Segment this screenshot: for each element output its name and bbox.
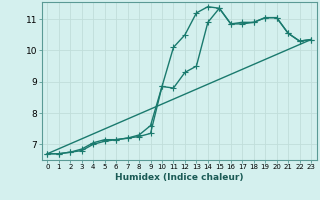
X-axis label: Humidex (Indice chaleur): Humidex (Indice chaleur) bbox=[115, 173, 244, 182]
